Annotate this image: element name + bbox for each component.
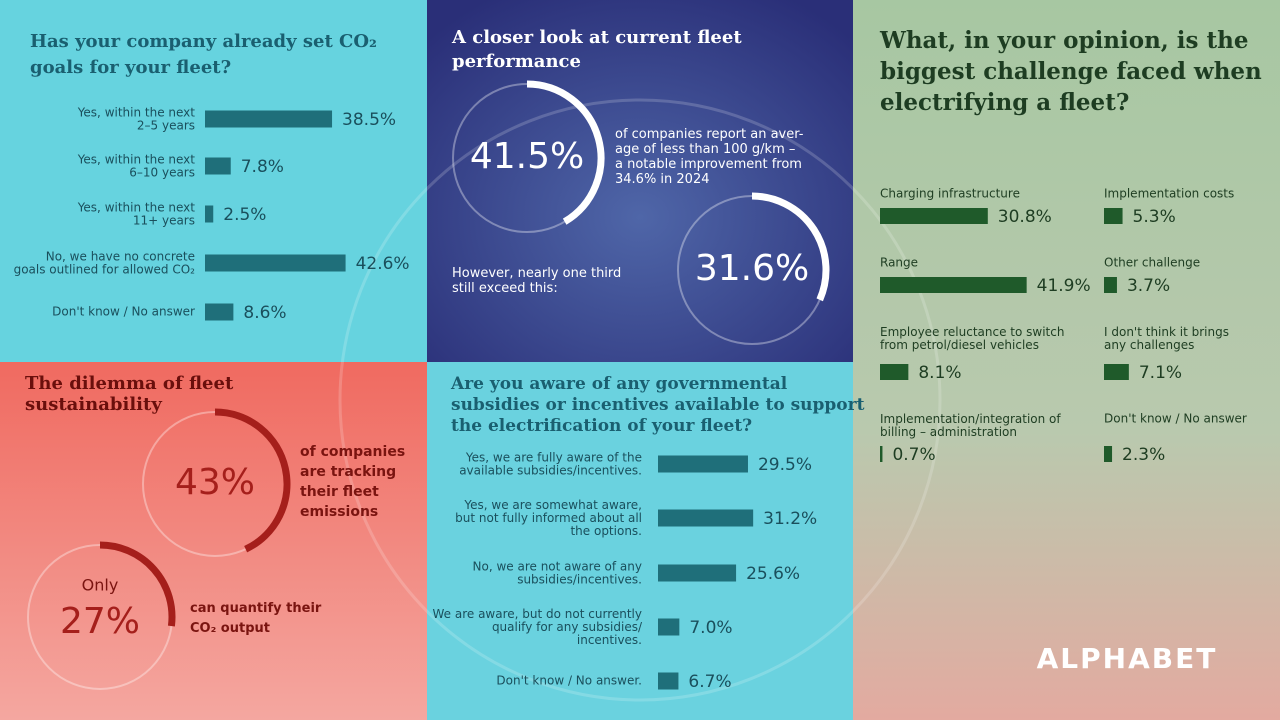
value-label: 6.7%	[688, 672, 731, 692]
bar	[205, 303, 234, 321]
value-label: 2.5%	[223, 205, 266, 225]
gauge-arc	[751, 192, 830, 302]
gauge-value: 31.6%	[695, 248, 809, 289]
category-label: No, we have no concrete goals outlined fo…	[14, 249, 196, 276]
value-label: 41.9%	[1037, 276, 1091, 296]
category-label: Yes, we are somewhat aware, but not fully…	[455, 498, 642, 538]
category-label: Don't know / No answer	[52, 305, 195, 319]
bar	[658, 455, 748, 473]
bar	[880, 446, 883, 462]
value-label: 7.1%	[1139, 363, 1182, 383]
category-label: Other challenge	[1104, 256, 1200, 270]
value-label: 30.8%	[998, 207, 1052, 227]
category-label: Implementation/integration of billing – a…	[880, 412, 1061, 439]
bar	[205, 205, 214, 223]
gauge-arc	[526, 80, 605, 225]
value-label: 29.5%	[758, 455, 812, 475]
gauge-value: 27%	[60, 601, 140, 642]
bar	[880, 208, 988, 224]
category-label: Yes, we are fully aware of the available …	[459, 450, 642, 477]
category-label: Charging infrastructure	[880, 187, 1020, 201]
value-label: 3.7%	[1127, 276, 1170, 296]
gauge-arc	[99, 541, 176, 627]
panel-bg	[427, 0, 853, 362]
category-label: Don't know / No answer	[1104, 412, 1247, 426]
bar	[1104, 446, 1113, 462]
value-label: 8.1%	[918, 363, 961, 383]
value-label: 5.3%	[1133, 207, 1176, 227]
bar	[658, 509, 754, 527]
value-label: 7.0%	[689, 618, 732, 638]
panel-title: A closer look at current fleet performanc…	[451, 27, 742, 72]
category-label: No, we are not aware of any subsidies/inc…	[473, 559, 642, 586]
panel-bg	[427, 362, 853, 720]
value-label: 25.6%	[746, 564, 800, 584]
category-label: Range	[880, 256, 918, 270]
category-label: Yes, within the next 2–5 years	[77, 105, 196, 132]
gauge-caption: can quantify their CO₂ output	[190, 601, 322, 636]
value-label: 42.6%	[356, 254, 410, 274]
value-label: 0.7%	[892, 445, 935, 465]
category-label: Employee reluctance to switch from petrol…	[880, 325, 1064, 352]
bar	[1104, 208, 1123, 224]
panel-bg	[853, 0, 1280, 720]
gauge-caption: However, nearly one third still exceed th…	[452, 266, 621, 296]
category-label: Implementation costs	[1104, 187, 1234, 201]
bar	[205, 110, 333, 128]
logo: ALPHABET	[1037, 642, 1218, 675]
gauge-caption: of companies are tracking their fleet emiss…	[300, 444, 405, 520]
bar	[205, 157, 231, 175]
gauge-caption: of companies report an aver-age of less …	[615, 127, 804, 187]
value-label: 2.3%	[1122, 445, 1165, 465]
gauge-note: Only	[82, 576, 119, 595]
bar	[658, 564, 737, 582]
bar	[205, 254, 346, 272]
category-label: Don't know / No answer.	[496, 674, 642, 688]
value-label: 8.6%	[243, 303, 286, 323]
panel-title: Has your company already set CO₂ goals fo…	[30, 31, 377, 78]
bar	[658, 672, 679, 690]
category-label: Yes, within the next 6–10 years	[77, 152, 196, 179]
value-label: 31.2%	[763, 509, 817, 529]
category-label: I don't think it brings any challenges	[1104, 325, 1229, 352]
gauge-value: 43%	[175, 462, 255, 503]
category-label: Yes, within the next 11+ years	[77, 200, 196, 227]
bar	[880, 364, 909, 380]
panel-bg	[0, 0, 427, 362]
gauge-arc	[214, 408, 291, 553]
panel-title: Are you aware of any governmental subsidi…	[450, 374, 865, 436]
value-label: 38.5%	[342, 110, 396, 130]
bar	[658, 618, 680, 636]
gauge-value: 41.5%	[470, 136, 584, 177]
value-label: 7.8%	[241, 157, 284, 177]
bar	[1104, 277, 1117, 293]
globe-decoration	[338, 98, 942, 702]
panel-title: What, in your opinion, is the biggest cha…	[879, 27, 1262, 116]
panel-bg	[0, 362, 427, 720]
bar	[880, 277, 1027, 293]
category-label: We are aware, but do not currently qualif…	[433, 607, 643, 647]
panel-title: The dilemma of fleet sustainability	[25, 373, 234, 415]
bar	[1104, 364, 1129, 380]
